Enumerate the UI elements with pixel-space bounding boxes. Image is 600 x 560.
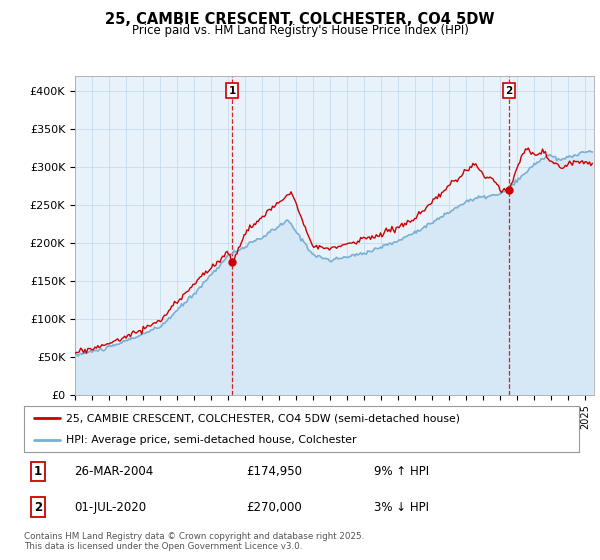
Text: 2: 2 <box>505 86 512 96</box>
Text: 2: 2 <box>34 501 42 514</box>
Text: Contains HM Land Registry data © Crown copyright and database right 2025.
This d: Contains HM Land Registry data © Crown c… <box>24 532 364 552</box>
Text: 1: 1 <box>34 465 42 478</box>
Text: 9% ↑ HPI: 9% ↑ HPI <box>374 465 429 478</box>
Text: 1: 1 <box>229 86 236 96</box>
Text: 01-JUL-2020: 01-JUL-2020 <box>74 501 146 514</box>
Text: 25, CAMBIE CRESCENT, COLCHESTER, CO4 5DW (semi-detached house): 25, CAMBIE CRESCENT, COLCHESTER, CO4 5DW… <box>65 413 460 423</box>
Text: Price paid vs. HM Land Registry's House Price Index (HPI): Price paid vs. HM Land Registry's House … <box>131 24 469 37</box>
Text: £174,950: £174,950 <box>246 465 302 478</box>
Text: 26-MAR-2004: 26-MAR-2004 <box>74 465 153 478</box>
Text: 25, CAMBIE CRESCENT, COLCHESTER, CO4 5DW: 25, CAMBIE CRESCENT, COLCHESTER, CO4 5DW <box>105 12 495 27</box>
Text: 3% ↓ HPI: 3% ↓ HPI <box>374 501 428 514</box>
Text: £270,000: £270,000 <box>246 501 302 514</box>
Text: HPI: Average price, semi-detached house, Colchester: HPI: Average price, semi-detached house,… <box>65 435 356 445</box>
